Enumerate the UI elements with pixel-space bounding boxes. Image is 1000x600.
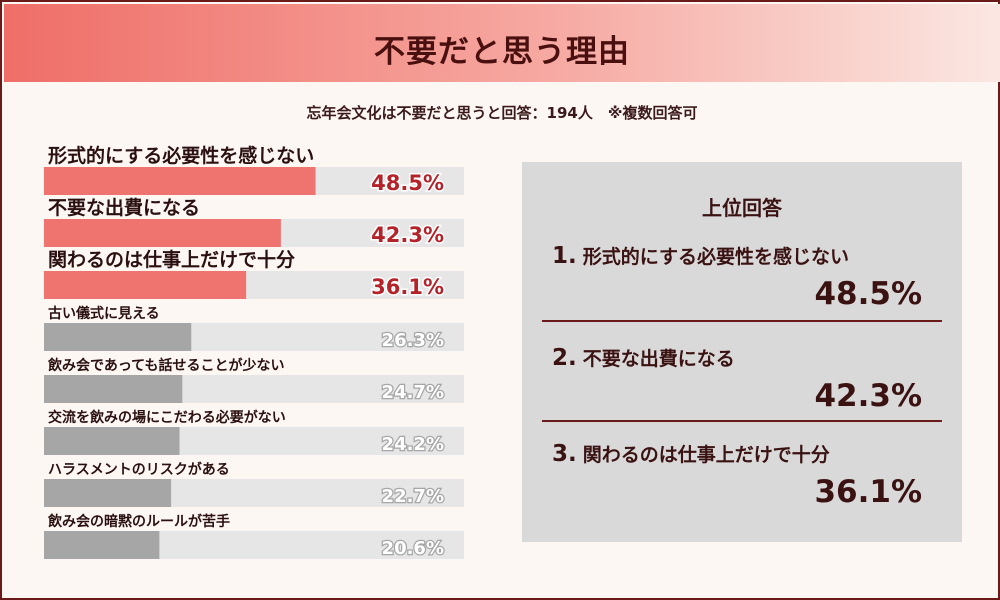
- top-answers-panel: 上位回答 1. 形式的にする必要性を感じない 48.5% 2. 不要な出費になる 4…: [522, 162, 962, 542]
- rank-3-number: 3.: [552, 441, 577, 467]
- value-label-2: 42.3%: [371, 223, 444, 247]
- value-label-7: 22.7%: [382, 486, 444, 507]
- rank-2-label-row: 2. 不要な出費になる: [552, 344, 735, 371]
- category-label-6: 交流を飲みの場にこだわる必要がない: [48, 409, 286, 426]
- bar-1: [44, 167, 316, 195]
- value-label-5: 24.7%: [382, 382, 444, 403]
- reasons-bar-chart: 形式的にする必要性を感じない 48.5% 不要な出費になる 42.3% 関わるのは仕事上…: [44, 144, 464, 560]
- page-title: 不要だと思う理由: [374, 34, 630, 70]
- category-label-3: 関わるのは仕事上だけで十分: [48, 248, 295, 271]
- bar-2: [44, 219, 281, 247]
- rank-2-value: 42.3%: [814, 378, 922, 414]
- rank-3-value: 36.1%: [814, 474, 922, 510]
- rank-1-number: 1.: [552, 243, 577, 269]
- survey-note: 忘年会文化は不要だと思うと回答：194人 ※複数回答可: [306, 104, 698, 122]
- bar-7: [44, 479, 172, 507]
- rank-3-label-row: 3. 関わるのは仕事上だけで十分: [552, 440, 830, 467]
- bar-8: [44, 531, 160, 559]
- bar-5: [44, 375, 183, 403]
- bar-3: [44, 271, 247, 299]
- rank-3-label: 関わるのは仕事上だけで十分: [582, 444, 830, 466]
- category-label-8: 飲み会の暗黙のルールが苦手: [47, 513, 230, 530]
- value-label-1: 48.5%: [371, 171, 444, 195]
- rank-1-label: 形式的にする必要性を感じない: [582, 246, 849, 268]
- bar-4: [44, 323, 192, 351]
- value-label-8: 20.6%: [382, 538, 444, 559]
- bar-6: [44, 427, 180, 455]
- value-label-4: 26.3%: [382, 330, 444, 351]
- value-label-3: 36.1%: [371, 275, 444, 299]
- category-label-7: ハラスメントのリスクがある: [48, 461, 230, 478]
- rank-2-label: 不要な出費になる: [582, 348, 735, 370]
- rank-divider-1: [542, 320, 942, 322]
- panel-title: 上位回答: [702, 196, 782, 220]
- category-label-4: 古い儀式に見える: [48, 305, 160, 322]
- value-label-6: 24.2%: [382, 434, 444, 455]
- rank-divider-2: [542, 420, 942, 422]
- header-banner: 不要だと思う理由: [4, 4, 1000, 82]
- rank-1-label-row: 1. 形式的にする必要性を感じない: [552, 242, 849, 269]
- rank-1-value: 48.5%: [814, 276, 922, 312]
- category-label-2: 不要な出費になる: [48, 196, 200, 219]
- category-label-5: 飲み会であっても話せることが少ない: [47, 357, 284, 374]
- rank-2-number: 2.: [552, 345, 577, 371]
- category-label-1: 形式的にする必要性を感じない: [48, 144, 314, 167]
